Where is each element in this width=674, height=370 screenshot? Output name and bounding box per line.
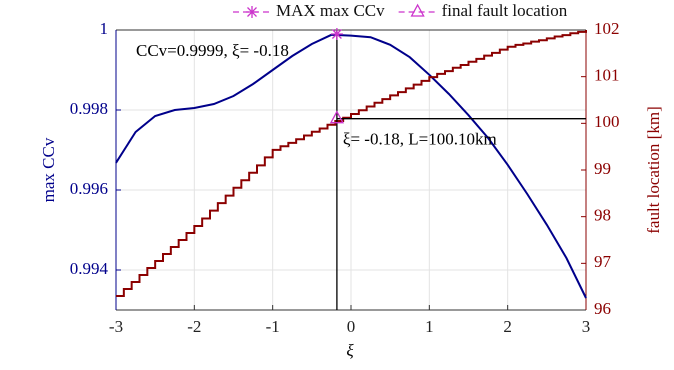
marker bbox=[329, 110, 344, 124]
marker bbox=[246, 6, 258, 18]
y-tick-label: 0.994 bbox=[70, 259, 109, 278]
y2-tick-label: 101 bbox=[594, 66, 620, 85]
x-tick-label: 0 bbox=[347, 317, 356, 336]
y2-tick-label: 97 bbox=[594, 252, 612, 271]
y-axis-label: max CCv bbox=[39, 137, 58, 202]
line bbox=[116, 30, 587, 297]
x-tick-label: 3 bbox=[582, 317, 591, 336]
x-tick-label: -2 bbox=[187, 317, 201, 336]
y-tick-label: 0.998 bbox=[70, 99, 108, 118]
x-axis-label: ξ bbox=[346, 341, 354, 360]
marker bbox=[410, 3, 425, 17]
y2-tick-label: 102 bbox=[594, 19, 620, 38]
x-tick-label: -3 bbox=[109, 317, 123, 336]
line bbox=[115, 33, 587, 299]
y2-axis-label: fault location [km] bbox=[644, 106, 663, 233]
x-tick-label: 1 bbox=[425, 317, 434, 336]
y2-tick-label: 100 bbox=[594, 112, 620, 131]
y2-tick-label: 96 bbox=[594, 299, 611, 318]
annotation: CCv=0.9999, ξ= -0.18 bbox=[136, 41, 289, 60]
y2-tick-label: 99 bbox=[594, 159, 611, 178]
y-tick-label: 0.996 bbox=[70, 179, 108, 198]
y2-tick-label: 98 bbox=[594, 206, 611, 225]
legend-label: MAX max CCv bbox=[276, 1, 385, 20]
annotation: ξ= -0.18, L=100.10km bbox=[343, 130, 497, 149]
x-tick-label: -1 bbox=[266, 317, 280, 336]
x-tick-label: 2 bbox=[503, 317, 512, 336]
y-tick-label: 1 bbox=[100, 19, 109, 38]
marker bbox=[330, 28, 343, 40]
legend-label: final fault location bbox=[442, 1, 568, 20]
